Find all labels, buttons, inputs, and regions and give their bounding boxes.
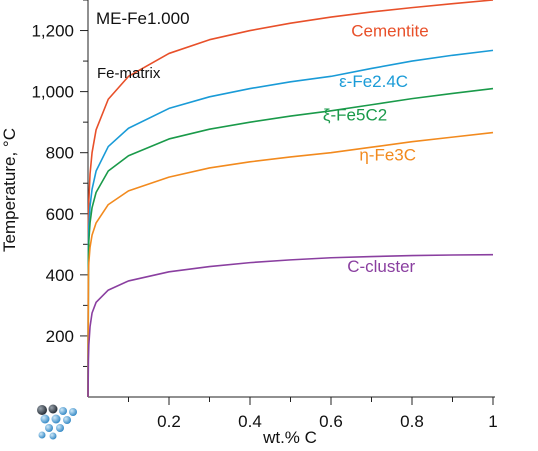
series-labels: Cementite ε-Fe2.4C ξ-Fe5C2 η-Fe3C C-cluster [323,22,429,276]
y-tick-label: 600 [46,205,74,224]
series-label-4: C-cluster [347,257,415,276]
series-line-0 [87,0,494,398]
y-ticks: 200 400 600 800 1,000 1,200 [31,0,88,367]
fe-matrix-annotation: Fe-matrix [97,65,161,82]
atom-cluster-logo-icon [37,404,77,440]
x-tick-label: 1 [488,412,497,431]
x-tick-label: 0.4 [238,412,262,431]
series-line-4 [87,253,494,398]
chart-title: ME-Fe1.000 [96,9,190,28]
series-line-2 [87,87,494,398]
series-label-1: ε-Fe2.4C [339,72,408,91]
plot-area [87,0,495,398]
y-tick-label: 800 [46,144,74,163]
x-tick-label: 0.2 [157,412,181,431]
x-axis-title: wt.% C [262,428,317,447]
series-label-0: Cementite [351,22,428,41]
y-tick-label: 1,200 [31,22,74,41]
x-tick-label: 0.8 [400,412,424,431]
series-lines [87,0,494,398]
series-line-1 [87,49,494,398]
y-axis-title: Temperature, °C [0,128,19,252]
x-ticks: 0.2 0.4 0.6 0.8 1 [128,397,498,431]
y-tick-label: 400 [46,266,74,285]
y-tick-label: 1,000 [31,83,74,102]
series-line-3 [87,131,494,398]
series-label-3: η-Fe3C [359,145,416,164]
y-tick-label: 200 [46,327,74,346]
x-tick-label: 0.6 [319,412,343,431]
series-label-2: ξ-Fe5C2 [323,106,387,125]
